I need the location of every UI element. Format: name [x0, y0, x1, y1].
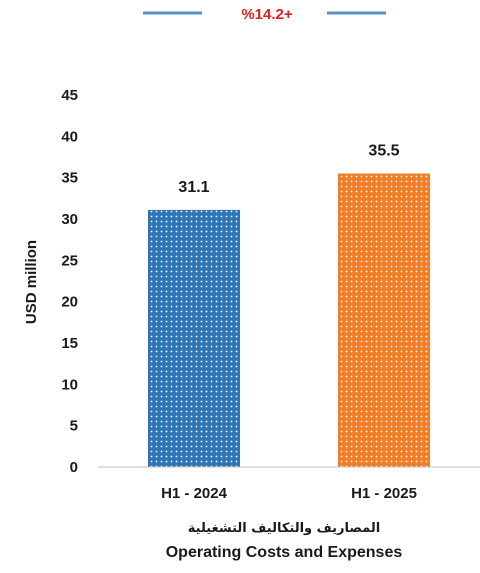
- y-tick-label: 35: [61, 170, 78, 187]
- y-tick-label: 30: [61, 211, 78, 228]
- x-category-label: H1 - 2024: [161, 485, 228, 502]
- y-tick-label: 15: [61, 335, 78, 352]
- bar-2: [338, 173, 430, 468]
- y-tick-label: 25: [61, 252, 78, 269]
- growth-label: %14.2+: [241, 6, 293, 23]
- y-tick-label: 40: [61, 128, 78, 145]
- bar-1: [148, 209, 240, 467]
- y-tick-label: 5: [70, 418, 78, 435]
- bars: [148, 173, 430, 468]
- bar-value-labels: 31.1 35.5: [178, 143, 399, 196]
- chart-title-english: Operating Costs and Expenses: [166, 544, 403, 561]
- x-axis-labels: H1 - 2024 H1 - 2025: [161, 485, 417, 502]
- y-tick-label: 45: [61, 87, 78, 104]
- y-tick-label: 0: [70, 459, 78, 476]
- bar-value-label: 35.5: [368, 143, 399, 160]
- y-tick-label: 20: [61, 294, 78, 311]
- growth-annotation: %14.2+: [143, 6, 386, 23]
- chart-title-arabic: المصاريف والتكاليف التشغيلية: [188, 521, 381, 536]
- y-axis-title: USD million: [23, 240, 40, 324]
- bar-value-label: 31.1: [178, 179, 209, 196]
- y-tick-label: 10: [61, 376, 78, 393]
- y-axis-ticks: 0 5 10 15 20 25 30 35 40 45: [61, 87, 78, 476]
- x-category-label: H1 - 2025: [351, 485, 417, 502]
